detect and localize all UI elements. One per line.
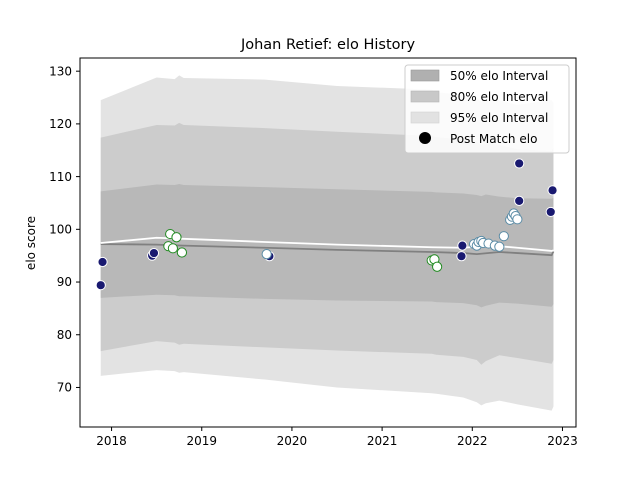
x-tick-label: 2019	[186, 434, 217, 448]
post-match-point	[545, 206, 556, 218]
x-tick-label: 2022	[457, 434, 488, 448]
post-match-points	[95, 158, 558, 291]
legend-label-80: 80% elo Interval	[450, 90, 548, 104]
x-tick-label: 2018	[96, 434, 127, 448]
y-tick-label: 130	[49, 64, 72, 78]
y-axis-label: elo score	[24, 216, 38, 270]
x-tick-label: 2020	[277, 434, 308, 448]
post-match-point	[512, 214, 523, 225]
post-match-point	[432, 261, 443, 272]
post-match-point	[514, 158, 525, 169]
post-match-point	[176, 247, 188, 258]
legend-swatch-80	[410, 90, 440, 103]
post-match-point	[494, 241, 505, 252]
legend-label-95: 95% elo Interval	[450, 111, 548, 125]
mean-elo-line	[100, 243, 555, 257]
y-tick-label: 70	[57, 381, 72, 395]
y-tick-label: 120	[49, 117, 72, 131]
y-tick-label: 80	[57, 328, 72, 342]
post-match-point	[457, 240, 468, 251]
post-match-point	[514, 195, 525, 206]
post-match-point	[95, 280, 106, 291]
post-match-point	[261, 249, 272, 260]
legend-label-post-match: Post Match elo	[450, 132, 537, 146]
x-tick-label: 2023	[547, 434, 578, 448]
post-match-point	[171, 232, 182, 243]
legend: 50% elo Interval 80% elo Interval 95% el…	[404, 64, 570, 154]
y-tick-label: 90	[57, 275, 72, 289]
x-axis: 2018 2019 2020 2021 2022 2023	[96, 427, 578, 448]
band-50-interval	[100, 183, 554, 308]
y-tick-label: 110	[49, 170, 72, 184]
post-match-point	[148, 247, 160, 259]
legend-box	[404, 64, 570, 154]
chart-title: Johan Retief: elo History	[240, 37, 416, 53]
post-match-point	[547, 185, 558, 196]
y-axis: 70 80 90 100 110 120 130	[49, 64, 80, 395]
legend-label-50: 50% elo Interval	[450, 69, 548, 83]
interval-bands	[100, 75, 554, 411]
legend-swatch-50	[410, 69, 440, 82]
y-tick-label: 100	[49, 223, 72, 237]
post-match-point	[456, 251, 467, 262]
legend-marker-post-match	[419, 132, 431, 144]
plot-frame	[79, 57, 577, 428]
legend-swatch-95	[410, 111, 440, 124]
post-match-point	[498, 231, 509, 242]
x-tick-label: 2021	[367, 434, 398, 448]
post-match-point	[97, 256, 108, 268]
post-match-point	[167, 243, 178, 254]
